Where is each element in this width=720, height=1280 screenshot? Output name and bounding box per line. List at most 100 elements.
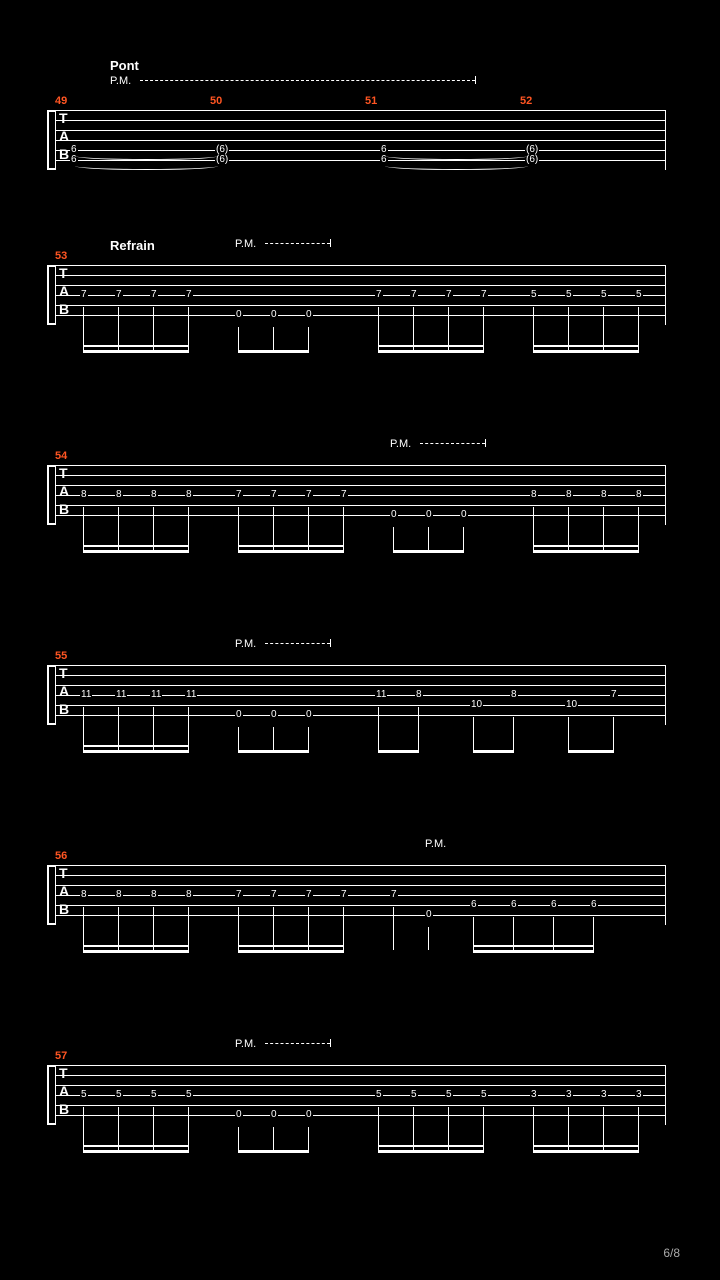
fret-number: 8 [115,890,123,900]
pm-dash [265,1043,330,1044]
fret-number: 7 [610,690,618,700]
tab-clef-letter: A [59,283,69,299]
fret-number: 7 [235,490,243,500]
fret-number: 0 [270,710,278,720]
fret-number: 3 [565,1090,573,1100]
tab-clef-letter: A [59,1083,69,1099]
tab-clef-letter: B [59,146,69,162]
fret-number: 8 [185,890,193,900]
fret-number: 7 [480,290,488,300]
fret-number: 0 [235,1110,243,1120]
fret-number: 0 [390,510,398,520]
fret-number: 7 [340,490,348,500]
measure-number: 52 [520,95,532,107]
fret-number: 5 [185,1090,193,1100]
tab-clef-letter: A [59,683,69,699]
staff: TAB88887777706666 [55,865,665,925]
pm-dash [265,643,330,644]
tab-clef-letter: T [59,1065,68,1081]
fret-number: 8 [150,890,158,900]
fret-number: 8 [565,490,573,500]
fret-number: 5 [115,1090,123,1100]
fret-number: 10 [565,700,578,710]
pm-label: P.M. [110,75,131,87]
tab-clef-letter: B [59,301,69,317]
fret-number: 8 [510,690,518,700]
measure-number: 49 [55,95,67,107]
fret-number: 3 [530,1090,538,1100]
pm-label: P.M. [235,638,256,650]
fret-number: 0 [270,310,278,320]
staff: TAB11111111000118108107 [55,665,665,725]
fret-number: 8 [185,490,193,500]
staff: TAB66(6)(6)66(6)(6) [55,110,665,170]
fret-number: 5 [410,1090,418,1100]
tab-clef-letter: A [59,128,69,144]
tab-system: PontP.M.49505152TAB66(6)(6)66(6)(6) [55,55,665,215]
fret-number: 0 [235,710,243,720]
measure-number: 57 [55,1050,67,1062]
pm-dash [140,80,475,81]
fret-number: 5 [530,290,538,300]
fret-number: 6 [470,900,478,910]
measure-number: 56 [55,850,67,862]
fret-number: 8 [115,490,123,500]
fret-number: 0 [425,510,433,520]
fret-number: 7 [410,290,418,300]
fret-number: 7 [340,890,348,900]
tie [75,152,218,160]
tab-clef-letter: T [59,665,68,681]
fret-number: 7 [375,290,383,300]
fret-number: 6 [550,900,558,910]
fret-number: 5 [150,1090,158,1100]
fret-number: 7 [305,490,313,500]
fret-number: 7 [185,290,193,300]
fret-number: 8 [150,490,158,500]
tab-clef-letter: T [59,265,68,281]
fret-number: 7 [115,290,123,300]
fret-number: 0 [305,310,313,320]
fret-number: 5 [375,1090,383,1100]
tab-clef-letter: B [59,501,69,517]
page-number: 6/8 [663,1246,680,1260]
fret-number: 7 [235,890,243,900]
fret-number: 0 [305,710,313,720]
tab-system: P.M.57TAB555500055553333 [55,1035,665,1195]
pm-dash [420,443,485,444]
staff: TAB555500055553333 [55,1065,665,1125]
fret-number: 5 [565,290,573,300]
tab-clef-letter: B [59,701,69,717]
fret-number: 5 [80,1090,88,1100]
fret-number: 6 [510,900,518,910]
fret-number: 8 [80,890,88,900]
section-label: Refrain [110,238,155,253]
measure-number: 53 [55,250,67,262]
fret-number: 8 [635,490,643,500]
fret-number: 7 [150,290,158,300]
fret-number: 0 [270,1110,278,1120]
fret-number: 0 [460,510,468,520]
fret-number: 5 [635,290,643,300]
tab-system: P.M.54TAB888877770008888 [55,435,665,595]
tie [75,162,218,170]
pm-label: P.M. [235,1038,256,1050]
tab-clef-letter: T [59,865,68,881]
pm-label: P.M. [425,838,446,850]
fret-number: 7 [270,490,278,500]
tab-clef-letter: A [59,883,69,899]
tab-clef-letter: T [59,110,68,126]
fret-number: 11 [115,690,127,700]
fret-number: 3 [600,1090,608,1100]
measure-number: 51 [365,95,377,107]
tab-system: P.M.56TAB88887777706666 [55,835,665,995]
fret-number: 7 [80,290,88,300]
measure-number: 50 [210,95,222,107]
fret-number: 11 [150,690,162,700]
fret-number: 6 [590,900,598,910]
fret-number: 0 [425,910,433,920]
fret-number: 7 [390,890,398,900]
tab-system: RefrainP.M.53TAB777700077775555 [55,235,665,395]
fret-number: 0 [305,1110,313,1120]
fret-number: 11 [185,690,197,700]
fret-number: 11 [375,690,387,700]
